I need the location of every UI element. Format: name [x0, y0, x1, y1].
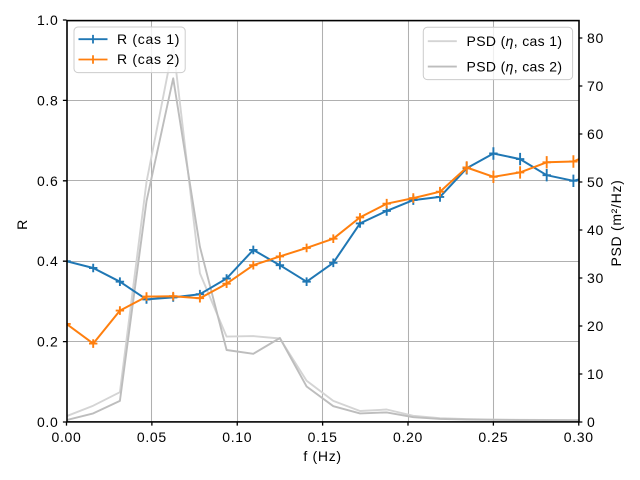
svg-text:0.10: 0.10 — [222, 429, 252, 445]
svg-text:0.30: 0.30 — [564, 429, 594, 445]
svg-text:PSD (η, cas 1): PSD (η, cas 1) — [467, 33, 563, 49]
svg-text:10: 10 — [587, 366, 604, 382]
svg-text:0.8: 0.8 — [37, 92, 59, 108]
svg-text:50: 50 — [587, 174, 604, 190]
svg-text:0.0: 0.0 — [37, 414, 59, 430]
svg-text:1.0: 1.0 — [37, 12, 59, 28]
svg-text:PSD (η, cas 2): PSD (η, cas 2) — [467, 58, 563, 74]
svg-text:0.00: 0.00 — [51, 429, 81, 445]
svg-text:70: 70 — [587, 78, 604, 94]
svg-text:30: 30 — [587, 270, 604, 286]
svg-text:0.2: 0.2 — [37, 334, 59, 350]
svg-text:f (Hz): f (Hz) — [303, 448, 341, 464]
svg-text:PSD (m²/Hz): PSD (m²/Hz) — [608, 179, 624, 266]
svg-text:0: 0 — [587, 414, 596, 430]
svg-text:R: R — [14, 219, 30, 230]
svg-text:40: 40 — [587, 222, 604, 238]
svg-text:20: 20 — [587, 318, 604, 334]
svg-text:80: 80 — [587, 30, 604, 46]
svg-text:0.20: 0.20 — [393, 429, 423, 445]
svg-text:0.25: 0.25 — [478, 429, 508, 445]
svg-text:R (cas 2): R (cas 2) — [117, 51, 180, 67]
svg-text:0.6: 0.6 — [37, 173, 59, 189]
svg-text:60: 60 — [587, 126, 604, 142]
svg-text:0.4: 0.4 — [37, 253, 59, 269]
svg-text:R (cas 1): R (cas 1) — [117, 31, 180, 47]
svg-text:0.05: 0.05 — [137, 429, 167, 445]
svg-text:0.15: 0.15 — [308, 429, 338, 445]
